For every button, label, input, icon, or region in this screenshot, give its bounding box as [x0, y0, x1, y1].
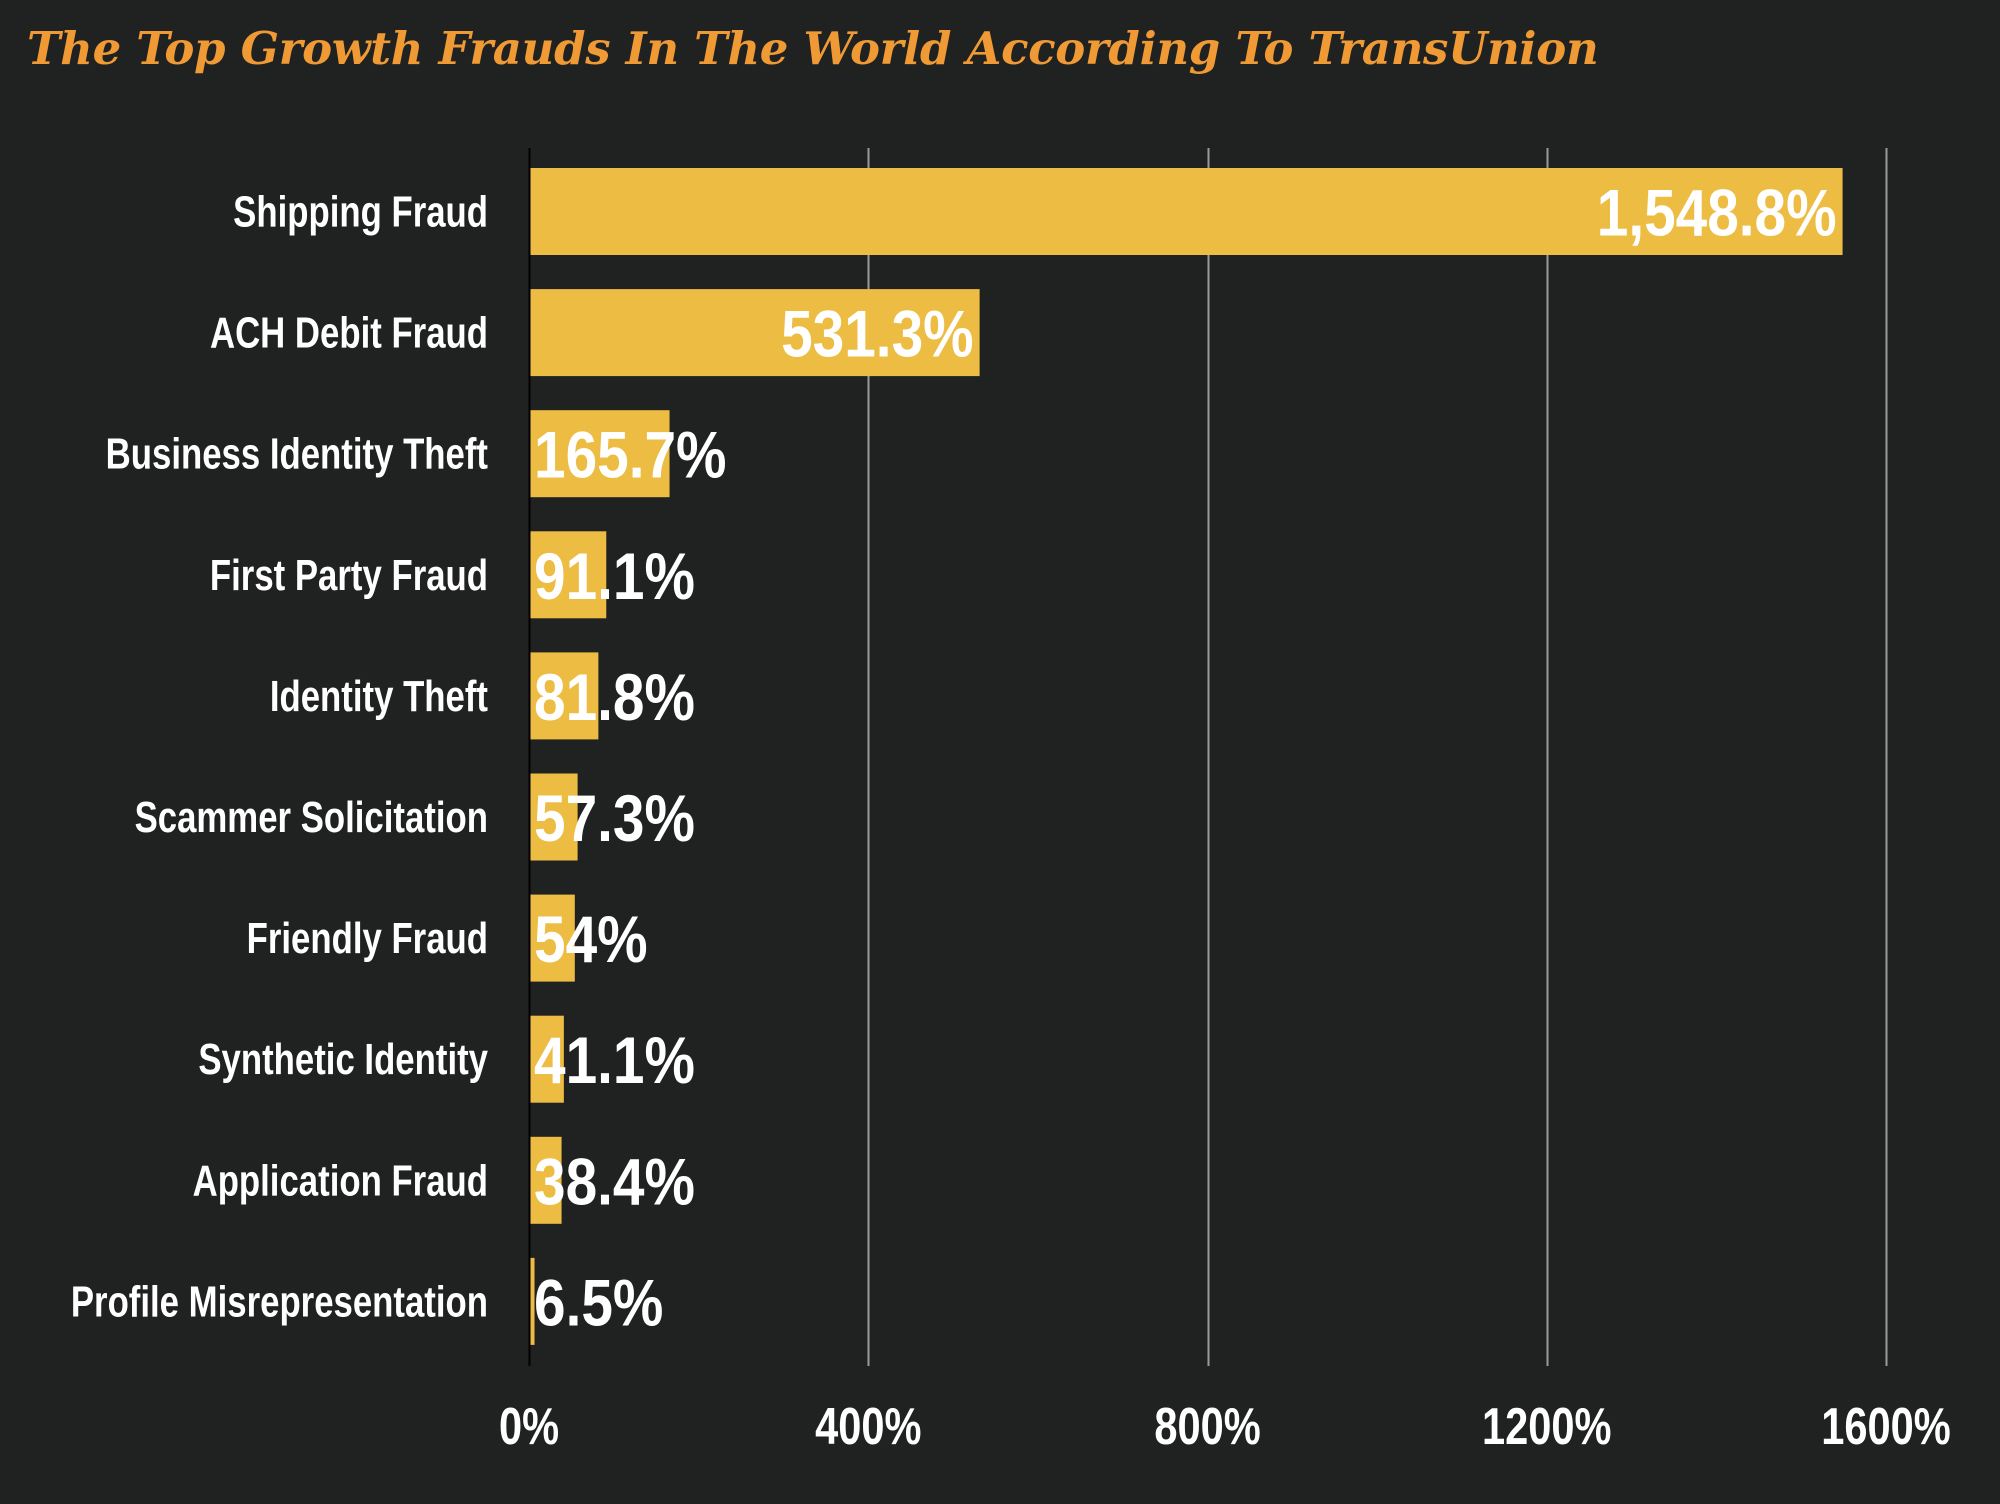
category-label: First Party Fraud — [210, 551, 488, 600]
value-labels: 1,548.8% 531.3% 165.7% 91.1% 81.8% 57.3% 54% 41… — [534, 177, 1837, 1341]
category-label: Shipping Fraud — [233, 188, 488, 237]
category-label: Business Identity Theft — [106, 430, 488, 479]
x-tick-label: 0% — [499, 1397, 559, 1456]
category-label: Identity Theft — [270, 672, 488, 721]
x-tick-label: 800% — [1154, 1397, 1260, 1456]
data-label: 81.8% — [534, 661, 695, 735]
chart-title: The Top Growth Frauds In The World Accor… — [27, 22, 1599, 75]
x-tick-label: 1600% — [1821, 1397, 1951, 1456]
data-label: 165.7% — [534, 419, 726, 493]
bar-7 — [529, 894, 575, 982]
bar-4 — [529, 531, 607, 619]
bar-8 — [529, 1015, 564, 1103]
bar-9 — [529, 1136, 562, 1224]
x-tick-label: 1200% — [1482, 1397, 1612, 1456]
x-tick-label: 400% — [815, 1397, 921, 1456]
data-label: 57.3% — [534, 782, 695, 856]
data-label: 41.1% — [534, 1024, 695, 1098]
data-label: 6.5% — [534, 1266, 663, 1340]
bar-1 — [529, 168, 1843, 255]
bar-3 — [529, 410, 670, 498]
x-tick-labels: 0% 400% 800% 1200% 1600% — [499, 1397, 1951, 1456]
category-label: Friendly Fraud — [247, 914, 488, 963]
bar-6 — [529, 773, 578, 861]
data-label: 54% — [534, 903, 648, 977]
data-label: 38.4% — [534, 1145, 695, 1219]
bar-5 — [529, 652, 599, 740]
category-labels: Shipping Fraud ACH Debit Fraud Business Id… — [71, 188, 488, 1327]
data-label: 531.3% — [781, 298, 973, 372]
bar-10 — [529, 1257, 535, 1345]
category-label: Scammer Solicitation — [135, 793, 488, 842]
data-label: 91.1% — [534, 540, 695, 614]
bar-2 — [529, 289, 980, 377]
category-label: Synthetic Identity — [198, 1035, 488, 1084]
gridlines — [867, 148, 1888, 1366]
category-label: ACH Debit Fraud — [210, 309, 488, 358]
category-label: Profile Misrepresentation — [71, 1278, 488, 1327]
bars — [529, 168, 1843, 1345]
data-label: 1,548.8% — [1597, 177, 1837, 251]
category-label: Application Fraud — [193, 1156, 488, 1205]
